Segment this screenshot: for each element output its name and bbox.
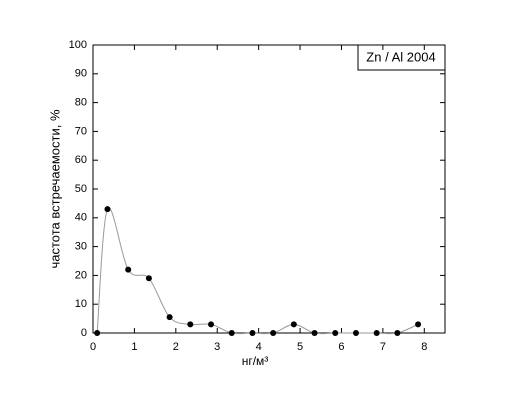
smooth-line (96, 207, 419, 335)
legend-box (357, 44, 446, 71)
x-tick-label: 2 (173, 341, 179, 353)
data-point (415, 321, 422, 328)
data-point (373, 330, 380, 336)
data-point (249, 330, 256, 336)
plot-frame (92, 44, 446, 334)
data-point (270, 330, 277, 336)
x-tick-label: 6 (338, 341, 344, 353)
data-point (208, 321, 215, 328)
data-point (394, 330, 401, 336)
y-tick-label: 100 (69, 39, 87, 51)
y-tick-label: 50 (75, 183, 87, 195)
x-tick-label: 7 (380, 341, 386, 353)
y-tick-label: 10 (75, 298, 87, 310)
x-tick-label: 3 (214, 341, 220, 353)
data-point (332, 330, 339, 336)
x-tick-label: 4 (256, 341, 262, 353)
x-tick-label: 5 (297, 341, 303, 353)
data-point (125, 266, 132, 273)
y-tick-label: 30 (75, 241, 87, 253)
data-point (187, 321, 194, 328)
data-point (311, 330, 318, 336)
y-tick-label: 70 (75, 125, 87, 137)
data-point (104, 206, 111, 213)
data-point (228, 330, 235, 336)
x-tick-label: 1 (131, 341, 137, 353)
x-tick-label: 8 (421, 341, 427, 353)
y-tick-label: 20 (75, 269, 87, 281)
x-axis-label: нг/м³ (242, 354, 269, 368)
data-point (352, 330, 359, 336)
data-point (145, 275, 152, 282)
y-tick-label: 40 (75, 212, 87, 224)
data-point (166, 314, 173, 321)
data-point (94, 330, 101, 336)
data-point (290, 321, 297, 328)
y-tick-label: 0 (81, 327, 87, 339)
y-tick-label: 60 (75, 154, 87, 166)
y-tick-label: 90 (75, 68, 87, 80)
y-tick-label: 80 (75, 97, 87, 109)
legend-title: Zn / Al 2004 (366, 49, 435, 64)
y-axis-label: частота встречаемости, % (47, 109, 62, 268)
x-tick-label: 0 (90, 341, 96, 353)
